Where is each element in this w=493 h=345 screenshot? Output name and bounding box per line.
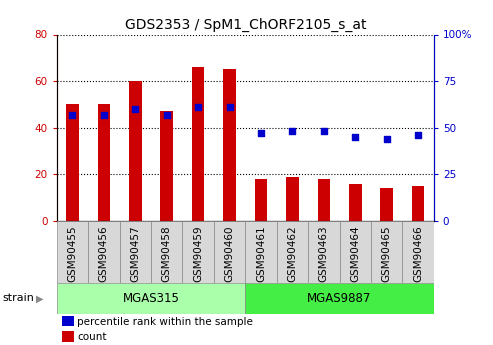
Text: GSM90460: GSM90460 (224, 226, 235, 282)
Bar (192, 67, 205, 221)
Text: GSM90462: GSM90462 (287, 226, 297, 283)
Point (320, 129, 328, 134)
Bar (277, 221, 308, 283)
Bar (317, 179, 330, 221)
Bar (182, 221, 214, 283)
Bar (308, 221, 340, 283)
Bar (245, 283, 434, 314)
Bar (98, 104, 110, 221)
Text: GSM90456: GSM90456 (99, 226, 109, 283)
Bar (245, 221, 277, 283)
Bar (57, 221, 88, 283)
Text: ▶: ▶ (35, 294, 43, 303)
Text: MGAS9887: MGAS9887 (307, 292, 372, 305)
Bar (160, 111, 173, 221)
Bar (88, 221, 119, 283)
Bar (255, 179, 267, 221)
Text: GSM90457: GSM90457 (130, 226, 141, 283)
Bar (381, 188, 393, 221)
Point (194, 105, 202, 110)
Text: count: count (77, 332, 107, 342)
Point (383, 136, 390, 141)
Point (100, 112, 108, 117)
Point (257, 130, 265, 136)
Bar (223, 69, 236, 221)
Point (226, 105, 234, 110)
Bar (151, 221, 182, 283)
Text: GSM90464: GSM90464 (350, 226, 360, 283)
Bar (412, 186, 424, 221)
Text: GSM90466: GSM90466 (413, 226, 423, 283)
Text: GSM90465: GSM90465 (382, 226, 392, 283)
Bar (371, 221, 402, 283)
Text: strain: strain (2, 294, 35, 303)
Bar (66, 104, 79, 221)
Text: GSM90461: GSM90461 (256, 226, 266, 283)
Bar (119, 221, 151, 283)
Title: GDS2353 / SpM1_ChORF2105_s_at: GDS2353 / SpM1_ChORF2105_s_at (125, 18, 366, 32)
Bar (340, 221, 371, 283)
Point (288, 129, 296, 134)
Bar (286, 177, 299, 221)
Text: percentile rank within the sample: percentile rank within the sample (77, 317, 253, 326)
Bar (214, 221, 246, 283)
Point (352, 134, 359, 140)
Text: GSM90455: GSM90455 (68, 226, 77, 283)
Point (414, 132, 422, 138)
Text: GSM90463: GSM90463 (319, 226, 329, 283)
Bar (402, 221, 434, 283)
Bar (129, 81, 141, 221)
Point (131, 106, 139, 112)
Bar (57, 283, 245, 314)
Bar (349, 184, 361, 221)
Point (163, 112, 171, 117)
Text: MGAS315: MGAS315 (123, 292, 179, 305)
Text: GSM90459: GSM90459 (193, 226, 203, 283)
Text: GSM90458: GSM90458 (162, 226, 172, 283)
Point (69, 112, 76, 117)
